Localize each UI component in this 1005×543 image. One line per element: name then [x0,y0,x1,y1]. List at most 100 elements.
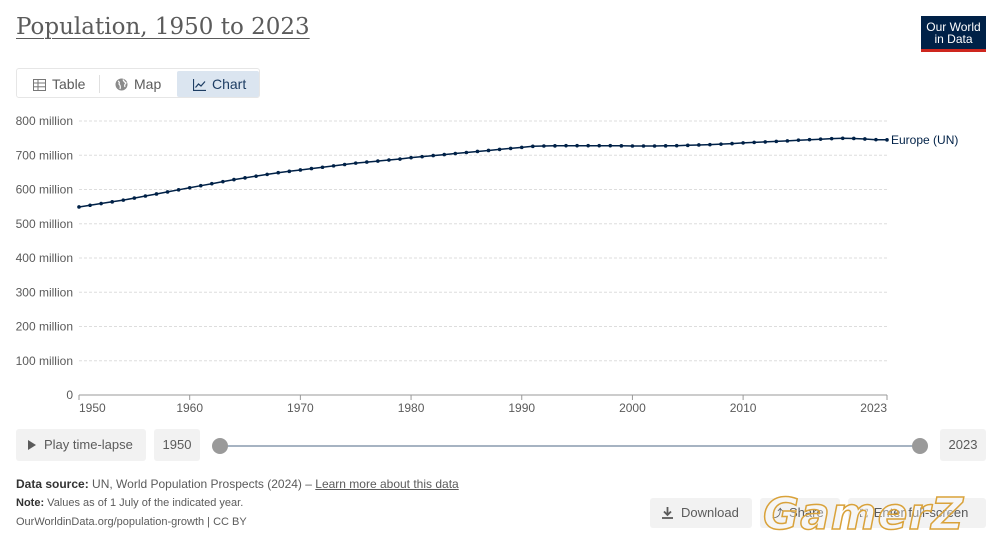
data-point [630,144,635,148]
end-year-box[interactable]: 2023 [940,429,986,461]
gamerz-watermark: GamerZ [762,488,965,541]
note-text: Values as of 1 July of the indicated yea… [47,497,244,509]
y-tick-label: 700 million [16,148,73,162]
data-point [796,138,801,142]
y-tick-label: 0 [66,388,73,402]
data-point [730,141,734,146]
globe-icon [115,78,128,91]
data-point [719,142,723,146]
tab-table[interactable]: Table [27,71,105,97]
download-label: Download [681,505,739,520]
tab-chart[interactable]: Chart [177,71,259,97]
data-point [110,200,115,204]
tab-map[interactable]: Map [109,71,179,97]
data-point [674,143,679,148]
data-point [198,183,203,188]
y-tick-label: 400 million [16,251,73,265]
timeline-end-handle[interactable] [912,438,928,454]
data-point [309,166,314,171]
page-title: Population, 1950 to 2023 [16,14,310,40]
play-button-label: Play time-lapse [44,437,133,452]
data-point [254,174,258,178]
expand-icon: ⛶ [860,508,868,520]
data-point [519,145,524,150]
data-point [741,141,745,145]
x-tick-label: 2023 [860,401,887,415]
start-year-box[interactable]: 1950 [154,429,200,461]
download-icon [662,507,673,519]
data-point [807,137,812,142]
logo-line-2: in Data [934,32,973,46]
learn-more-link[interactable]: Learn more about this data [315,477,459,491]
data-point [364,160,369,164]
data-point [453,151,458,156]
data-point [608,143,613,148]
data-point [143,194,148,198]
data-point [531,144,535,149]
data-point [210,181,214,186]
data-source-text: UN, World Population Prospects (2024) – [92,477,312,491]
owid-logo[interactable]: Our World in Data [921,16,986,52]
series-label: Europe (UN) [891,133,958,147]
data-point [663,144,668,148]
x-tick-label: 2000 [619,401,646,415]
data-point [785,139,790,143]
data-point [387,158,391,162]
x-tick-label: 1960 [176,401,203,415]
data-point [221,179,225,184]
timeline-track[interactable] [220,445,920,447]
data-point [176,188,181,192]
data-point [641,144,646,148]
view-tabs: Table Map Chart [16,68,260,98]
data-point [851,136,856,141]
data-source-label: Data source: [16,477,89,491]
tab-table-label: Table [52,76,86,92]
data-point [276,170,281,175]
data-point [840,136,845,141]
data-point [342,162,347,167]
x-tick-label: 2010 [730,401,757,415]
data-point [353,161,358,165]
data-point [475,149,480,154]
note-label: Note: [16,497,45,509]
data-point [685,143,690,148]
fullscreen-label: Enter full-screen [873,505,969,520]
data-point [376,159,380,163]
data-point [187,185,192,190]
data-point [132,196,137,200]
data-point [597,143,602,148]
data-point [542,144,546,148]
timeline-start-handle[interactable] [212,438,228,454]
y-tick-label: 800 million [16,114,73,128]
data-point [265,172,269,177]
data-point [99,201,103,206]
data-point [232,177,236,182]
license-line[interactable]: OurWorldinData.org/population-growth | C… [16,516,247,528]
data-point [619,144,624,148]
fullscreen-button[interactable]: ⛶ Enter full-screen [848,498,986,528]
tab-chart-label: Chart [212,76,247,92]
table-icon [33,79,46,91]
x-tick-label: 1990 [508,401,535,415]
data-point [508,146,513,151]
data-point [486,148,491,153]
data-point [874,137,878,142]
share-label: Share [789,505,824,520]
data-point [763,140,768,144]
play-icon [28,440,36,450]
data-point [774,139,779,144]
y-tick-label: 100 million [16,354,73,368]
share-button[interactable]: ⤴ Share [760,498,840,528]
data-point [564,143,568,148]
tab-divider [99,75,100,93]
y-tick-label: 500 million [16,217,73,231]
data-point [121,198,126,202]
data-point [431,153,435,158]
data-point [697,143,701,147]
play-timelapse-button[interactable]: Play time-lapse [16,429,146,461]
data-point [442,152,447,157]
data-point [320,165,325,170]
data-point [331,164,336,168]
download-button[interactable]: Download [650,498,752,528]
data-point [398,157,402,161]
